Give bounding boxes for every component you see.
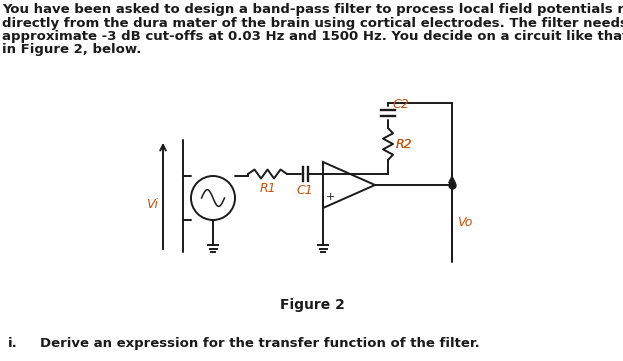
Text: directly from the dura mater of the brain using cortical electrodes. The filter : directly from the dura mater of the brai…	[2, 17, 623, 30]
Text: You have been asked to design a band-pass filter to process local field potentia: You have been asked to design a band-pas…	[2, 3, 623, 16]
Text: C1: C1	[297, 184, 313, 197]
Text: R2: R2	[396, 138, 412, 151]
Text: Vi: Vi	[146, 199, 158, 212]
Text: i.: i.	[8, 337, 17, 350]
Text: Derive an expression for the transfer function of the filter.: Derive an expression for the transfer fu…	[40, 337, 480, 350]
Text: in Figure 2, below.: in Figure 2, below.	[2, 43, 141, 57]
Text: +: +	[325, 191, 335, 201]
Text: −: −	[325, 169, 335, 178]
Text: Figure 2: Figure 2	[280, 298, 345, 312]
Text: Vo: Vo	[457, 216, 472, 229]
Text: R2: R2	[396, 138, 412, 151]
Text: approximate -3 dB cut-offs at 0.03 Hz and 1500 Hz. You decide on a circuit like : approximate -3 dB cut-offs at 0.03 Hz an…	[2, 30, 623, 43]
Text: C2: C2	[392, 99, 409, 112]
Text: R1: R1	[259, 183, 276, 196]
